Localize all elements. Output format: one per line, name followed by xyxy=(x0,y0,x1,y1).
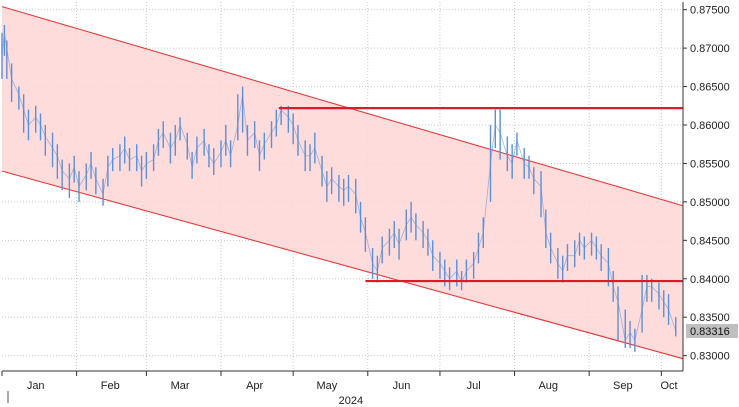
x-tick-label: Sep xyxy=(613,380,633,392)
x-tick-label: Oct xyxy=(660,380,677,392)
y-tick-label: 0.85500 xyxy=(690,158,730,170)
x-tick-label: Jun xyxy=(393,380,411,392)
y-tick-label: 0.84500 xyxy=(690,235,730,247)
level-lines xyxy=(278,106,683,283)
y-tick-label: 0.83000 xyxy=(690,351,730,363)
x-tick-label: Apr xyxy=(246,380,263,392)
last-value-badge: 0.83316 xyxy=(686,324,738,339)
y-tick-label: 0.86500 xyxy=(690,82,730,94)
x-tick-label: Jul xyxy=(467,380,481,392)
last-value-badge-box xyxy=(686,324,738,339)
x-tick-label: Aug xyxy=(538,380,558,392)
y-tick-label: 0.87000 xyxy=(690,43,730,55)
y-tick-label: 0.86000 xyxy=(690,120,730,132)
y-tick-label: 0.84000 xyxy=(690,274,730,286)
x-tick-label: May xyxy=(316,380,337,392)
x-tick-label: Jan xyxy=(27,380,45,392)
y-tick-label: 0.83500 xyxy=(690,312,730,324)
axes: 0.83000 0.83500 0.84000 0.84500 0.85000 0.855… xyxy=(1,2,730,403)
y-tick-label: 0.85000 xyxy=(690,197,730,209)
last-value-label: 0.83316 xyxy=(690,326,730,338)
price-line xyxy=(1,32,677,342)
y-tick-label: 0.87500 xyxy=(690,5,730,17)
x-tick-label: Mar xyxy=(171,380,190,392)
trend-channel-fill xyxy=(2,6,683,359)
x-axis-year-label: 2024 xyxy=(339,395,363,407)
price-series xyxy=(1,25,677,352)
x-tick-label: Feb xyxy=(101,380,120,392)
trend-channel-upper xyxy=(1,6,684,207)
trend-channel xyxy=(1,6,684,360)
trend-channel-lower xyxy=(1,170,684,360)
